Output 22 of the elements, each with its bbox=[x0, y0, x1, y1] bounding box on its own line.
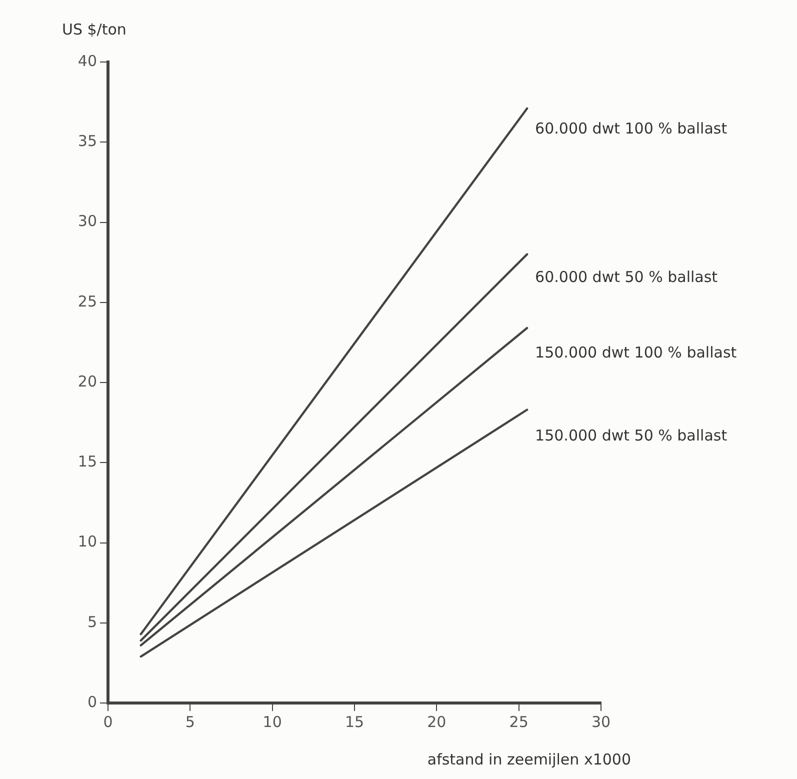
series-label: 60.000 dwt 50 % ballast bbox=[535, 268, 718, 286]
x-tick-label: 15 bbox=[344, 712, 364, 731]
x-tick-label: 25 bbox=[509, 712, 528, 731]
series-label: 60.000 dwt 100 % ballast bbox=[535, 119, 728, 138]
y-tick-label: 25 bbox=[78, 292, 97, 310]
x-axis-title: afstand in zeemijlen x1000 bbox=[427, 750, 631, 768]
x-tick-label: 20 bbox=[427, 712, 446, 731]
y-tick-label: 40 bbox=[78, 52, 97, 70]
y-tick-label: 10 bbox=[78, 532, 97, 551]
x-tick-label: 10 bbox=[262, 712, 282, 731]
y-tick-label: 35 bbox=[78, 132, 97, 150]
x-tick-label: 30 bbox=[591, 712, 611, 731]
y-tick-label: 15 bbox=[78, 452, 97, 471]
series-label: 150.000 dwt 100 % ballast bbox=[535, 343, 737, 362]
y-tick-label: 5 bbox=[87, 612, 97, 631]
x-tick-label: 0 bbox=[103, 712, 113, 731]
y-tick-label: 20 bbox=[78, 372, 97, 390]
x-tick-label: 5 bbox=[185, 712, 195, 731]
y-tick-label: 30 bbox=[78, 212, 97, 230]
y-axis-title: US $/ton bbox=[62, 20, 126, 38]
series-label: 150.000 dwt 50 % ballast bbox=[535, 426, 728, 445]
y-tick-label: 0 bbox=[87, 692, 97, 711]
